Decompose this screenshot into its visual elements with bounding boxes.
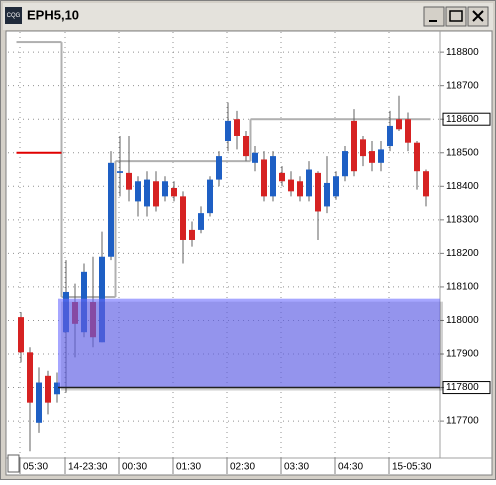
title-bar: [3, 3, 493, 30]
y-tick-label: 118800: [446, 47, 479, 58]
x-tick-label: 03:30: [284, 462, 309, 473]
candle-body: [423, 171, 429, 197]
candle-body: [333, 176, 339, 197]
y-tick-label: 118700: [446, 80, 479, 91]
minimize-button[interactable]: [423, 6, 445, 27]
window-title: EPH5,10: [27, 7, 79, 22]
candle-body: [216, 156, 222, 180]
x-tick-label: 01:30: [176, 462, 201, 473]
candle-body: [270, 156, 276, 197]
y-tick-label: 117900: [446, 349, 479, 360]
price-level-box: [442, 381, 491, 395]
candle-body: [252, 152, 258, 163]
candle-body: [297, 181, 303, 197]
zone: [58, 298, 440, 388]
y-tick-label: 118000: [446, 315, 479, 326]
app-icon: [5, 7, 22, 24]
candle-body: [396, 119, 402, 130]
y-tick-label: 118100: [446, 282, 479, 293]
plot: 117700 117800 117900 118000 118100 118200 1183…: [8, 32, 491, 474]
candle-body: [117, 171, 123, 173]
y-tick-label: 118500: [446, 147, 479, 158]
y-tick-label: 118200: [446, 248, 479, 259]
x-tick-label: 02:30: [230, 462, 255, 473]
x-tick-label: 05:30: [23, 462, 48, 473]
candle-body: [279, 172, 285, 182]
candle-body: [144, 179, 150, 207]
candle-body: [360, 139, 366, 157]
close-button[interactable]: [467, 6, 489, 27]
candle-body: [414, 142, 420, 172]
x-tick-label: 00:30: [122, 462, 147, 473]
candle-body: [189, 229, 195, 240]
candle-body: [180, 196, 186, 240]
candle-body: [171, 187, 177, 197]
scroll-box[interactable]: [7, 454, 20, 473]
candle-body: [126, 172, 132, 190]
candle-body: [198, 213, 204, 230]
candle-body: [153, 181, 159, 207]
candle-body: [369, 151, 375, 163]
candle-body: [243, 135, 249, 157]
candle-body: [108, 162, 114, 257]
y-tick-label: 118600: [446, 114, 479, 125]
candle-body: [261, 159, 267, 197]
candle-body: [405, 119, 411, 143]
y-tick-label: 117700: [446, 416, 479, 427]
x-tick-label: 04:30: [338, 462, 363, 473]
candle-body: [324, 182, 330, 207]
candle-body: [45, 375, 51, 403]
price-level-box: [442, 112, 491, 126]
candle-body: [18, 317, 24, 353]
candle-body: [387, 125, 393, 147]
y-tick-label: 117800: [446, 382, 479, 393]
candle-body: [27, 352, 33, 403]
icon-text: CQG: [7, 13, 21, 19]
candle-body: [234, 119, 240, 136]
candle-body: [342, 151, 348, 177]
candle-body: [225, 120, 231, 142]
candle-body: [315, 172, 321, 212]
candle-body: [288, 179, 294, 192]
maximize-button[interactable]: [445, 6, 467, 27]
x-tick-label: 15-05:30: [392, 462, 432, 473]
x-tick-label: 14-23:30: [68, 462, 108, 473]
candle-body: [306, 169, 312, 197]
candle-body: [54, 382, 60, 395]
candle-body: [378, 149, 384, 163]
candle-body: [135, 181, 141, 202]
y-tick-label: 118300: [446, 214, 479, 225]
candle-body: [351, 120, 357, 172]
candle-body: [162, 181, 168, 197]
y-tick-label: 118400: [446, 181, 479, 192]
candle-body: [36, 382, 42, 423]
candle-body: [207, 179, 213, 214]
